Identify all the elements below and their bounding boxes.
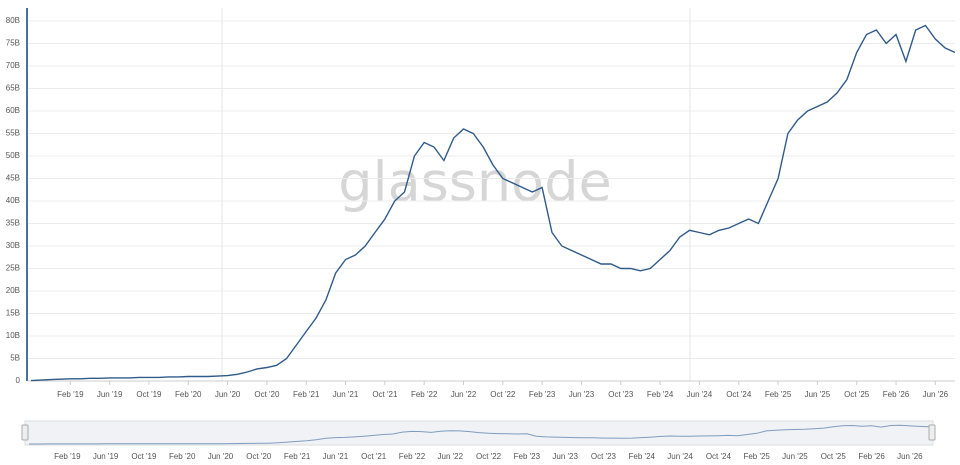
navigator-tick-label: Oct '22 — [476, 452, 502, 461]
navigator-tick-label: Jun '23 — [552, 452, 578, 461]
x-tick-label: Oct '19 — [136, 390, 162, 399]
navigator-tick-label: Feb '22 — [399, 452, 426, 461]
series-line — [30, 24, 956, 382]
navigator-tick-label: Oct '21 — [361, 452, 387, 461]
x-tick-label: Feb '24 — [647, 390, 674, 399]
y-tick-label: 5B — [10, 354, 20, 363]
x-tick-label: Feb '22 — [411, 390, 438, 399]
x-tick-label: Feb '20 — [175, 390, 202, 399]
navigator-tick-label: Jun '24 — [667, 452, 693, 461]
navigator-tick-label: Oct '19 — [131, 452, 157, 461]
navigator-tick-label: Jun '21 — [323, 452, 349, 461]
navigator-tick-label: Feb '25 — [743, 452, 770, 461]
x-tick-label: Feb '26 — [883, 390, 910, 399]
x-tick-label: Oct '24 — [726, 390, 752, 399]
navigator-tick-label: Feb '23 — [514, 452, 541, 461]
x-tick-label: Feb '19 — [57, 390, 84, 399]
navigator-tick-label: Feb '26 — [858, 452, 885, 461]
x-tick-label: Feb '25 — [765, 390, 792, 399]
navigator-tick-label: Jun '26 — [897, 452, 923, 461]
x-tick-label: Jun '23 — [569, 390, 595, 399]
x-tick-label: Jun '26 — [923, 390, 949, 399]
y-tick-label: 35B — [6, 219, 20, 228]
navigator-handle[interactable] — [928, 424, 936, 441]
x-tick-label: Oct '25 — [844, 390, 870, 399]
y-tick-label: 30B — [6, 241, 20, 250]
navigator-tick-label: Oct '25 — [821, 452, 847, 461]
y-tick-label: 50B — [6, 151, 20, 160]
y-tick-label: 75B — [6, 39, 20, 48]
x-tick-label: Feb '23 — [529, 390, 556, 399]
watermark: glassnode — [338, 151, 611, 214]
x-tick-label: Jun '19 — [97, 390, 123, 399]
x-tick-label: Jun '25 — [805, 390, 831, 399]
x-tick-label: Jun '20 — [215, 390, 241, 399]
y-tick-label: 80B — [6, 16, 20, 25]
navigator-tick-label: Jun '20 — [208, 452, 234, 461]
y-tick-label: 20B — [6, 286, 20, 295]
navigator-tick-label: Feb '19 — [54, 452, 81, 461]
x-tick-label: Oct '23 — [608, 390, 634, 399]
y-tick-label: 65B — [6, 84, 20, 93]
y-tick-label: 0 — [16, 376, 21, 385]
navigator-handle[interactable] — [21, 424, 29, 441]
navigator-tick-label: Jun '22 — [438, 452, 464, 461]
navigator-tick-label: Feb '20 — [169, 452, 196, 461]
x-tick-label: Oct '21 — [372, 390, 398, 399]
navigator-tick-label: Feb '21 — [284, 452, 311, 461]
navigator-tick-label: Oct '20 — [246, 452, 272, 461]
x-tick-label: Feb '21 — [293, 390, 320, 399]
navigator-tick-label: Oct '24 — [706, 452, 732, 461]
navigator-tick-label: Jun '19 — [93, 452, 119, 461]
x-tick-label: Oct '20 — [254, 390, 280, 399]
x-tick-label: Jun '24 — [687, 390, 713, 399]
y-tick-label: 25B — [6, 264, 20, 273]
y-tick-label: 45B — [6, 174, 20, 183]
y-tick-label: 60B — [6, 106, 20, 115]
navigator-tick-label: Feb '24 — [629, 452, 656, 461]
y-tick-label: 15B — [6, 309, 20, 318]
y-tick-label: 40B — [6, 196, 20, 205]
navigator-tick-label: Oct '23 — [591, 452, 617, 461]
y-tick-label: 55B — [6, 129, 20, 138]
navigator-line — [29, 424, 930, 445]
y-tick-label: 70B — [6, 61, 20, 70]
navigator-tick-label: Jun '25 — [782, 452, 808, 461]
x-tick-label: Oct '22 — [490, 390, 516, 399]
x-tick-label: Jun '22 — [451, 390, 477, 399]
x-tick-label: Jun '21 — [333, 390, 359, 399]
y-tick-label: 10B — [6, 331, 20, 340]
